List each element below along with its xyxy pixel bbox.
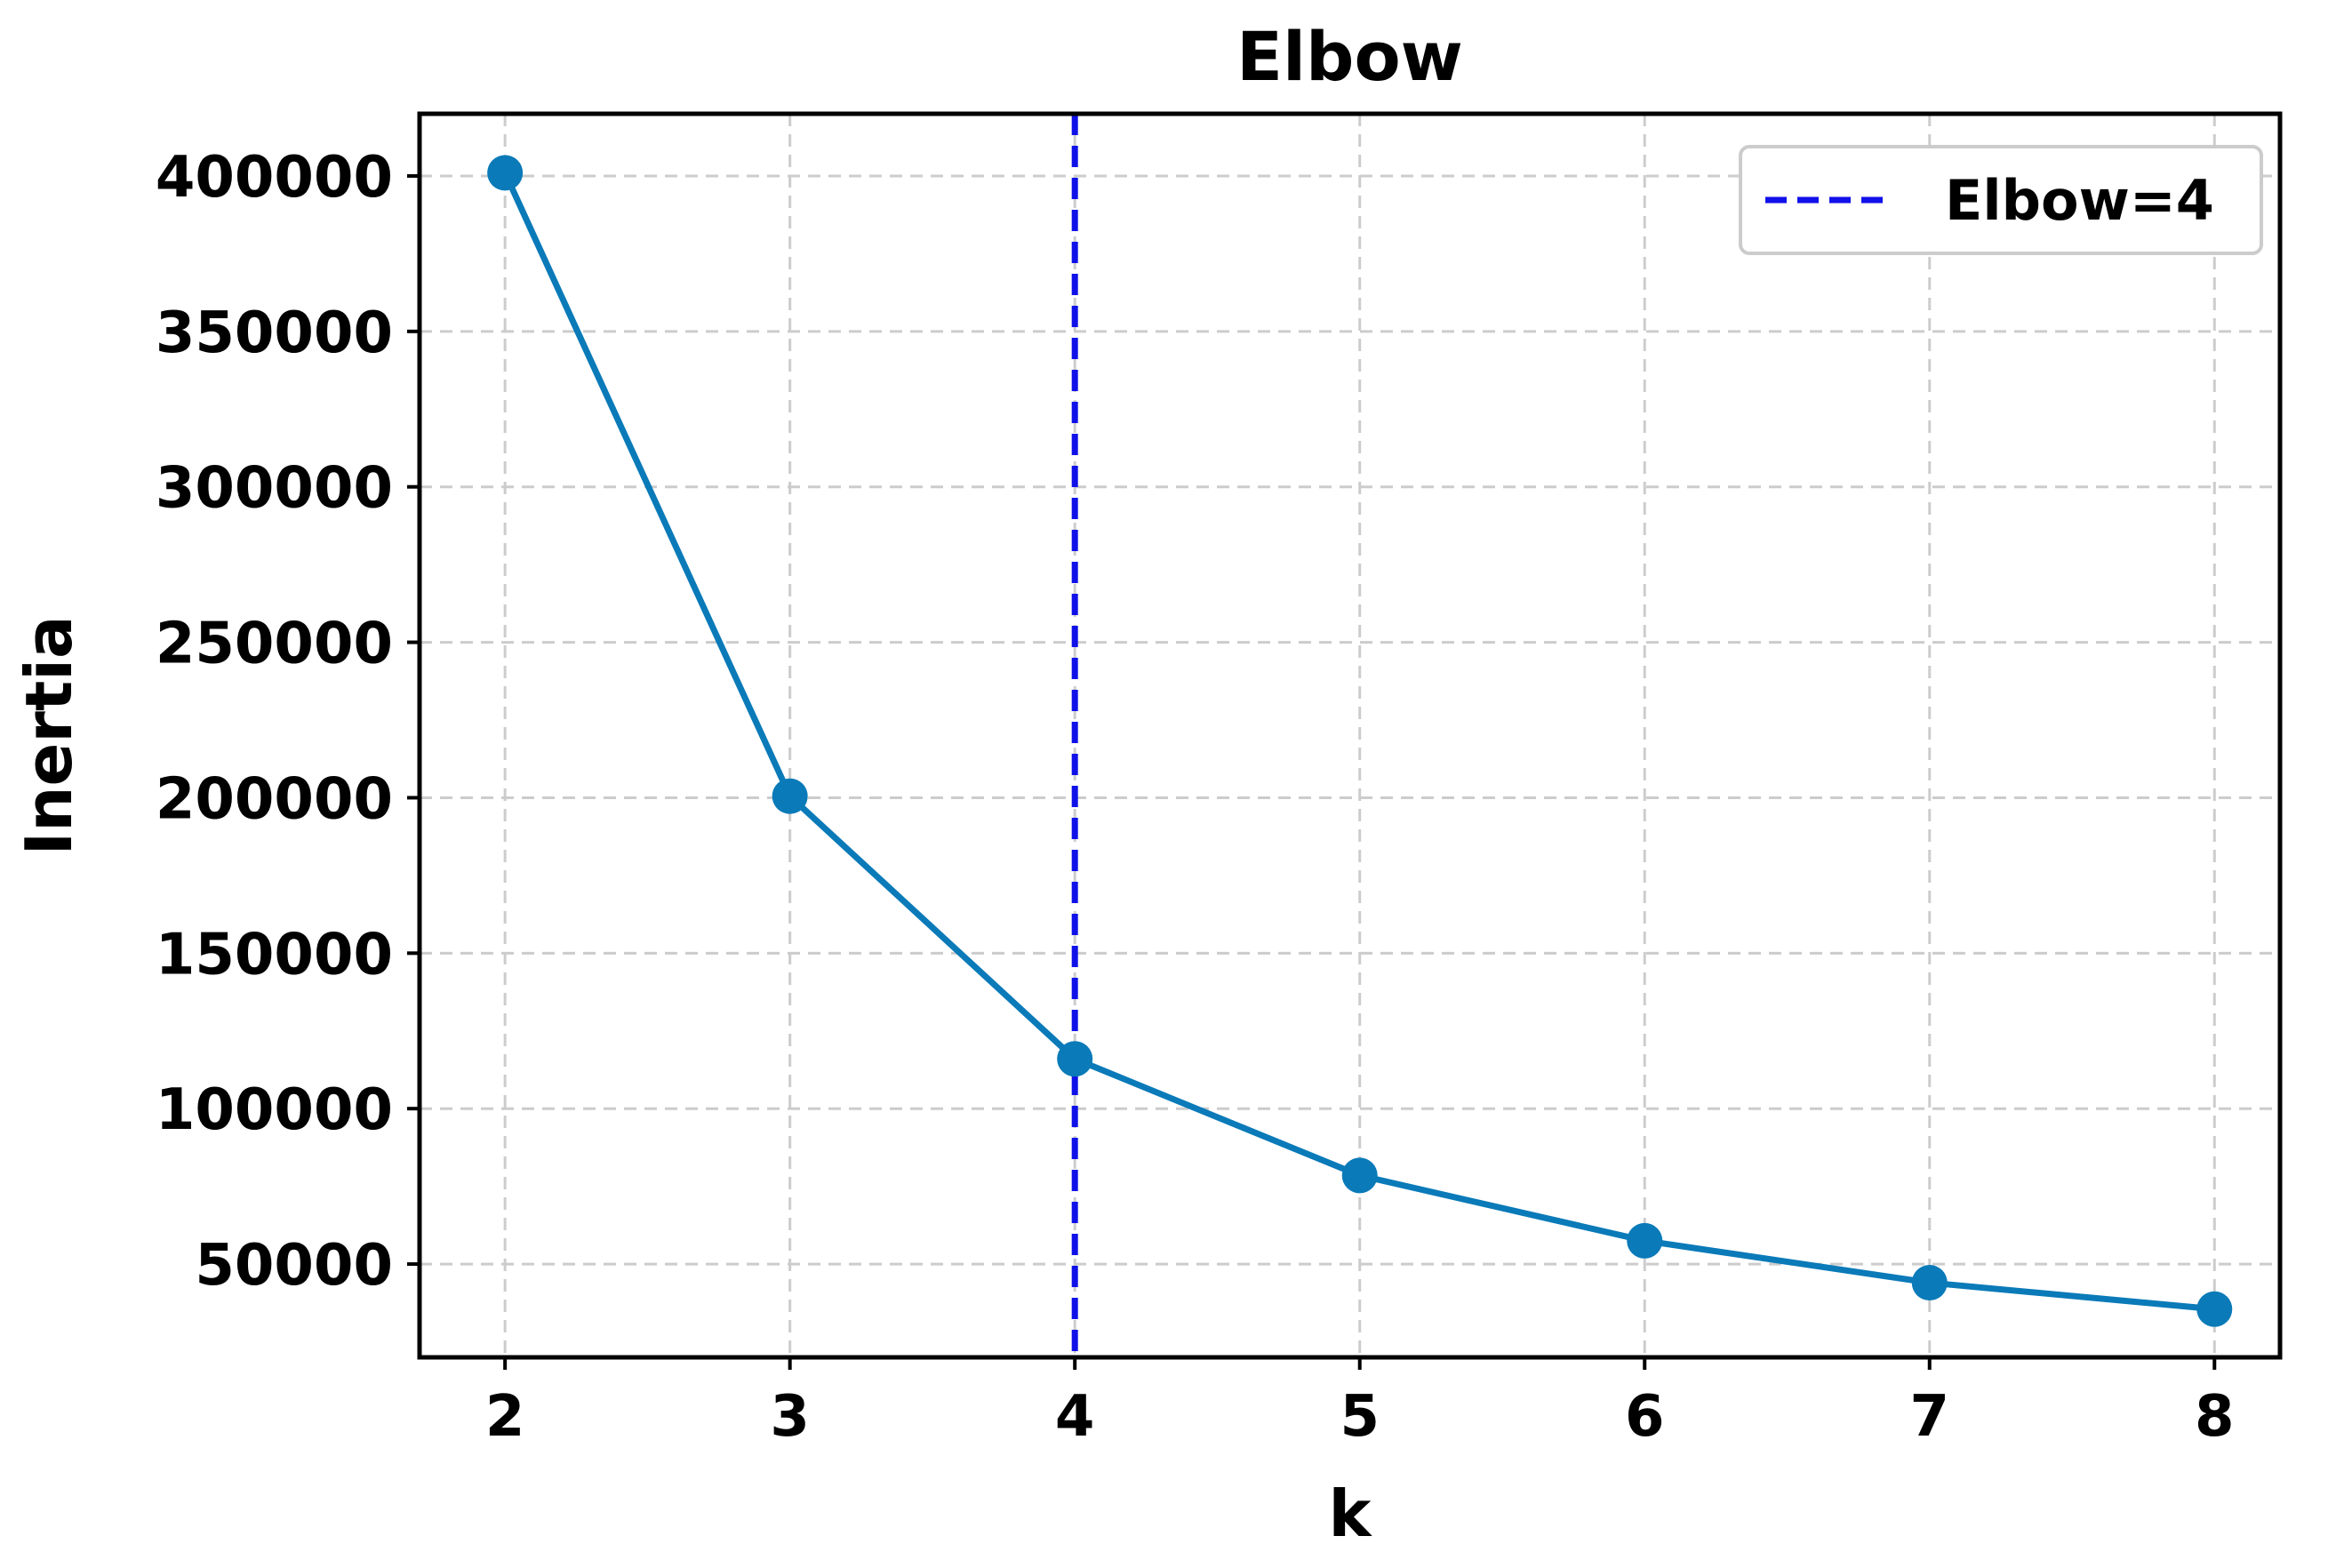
x-tick-label: 2 <box>485 1384 525 1450</box>
data-point <box>772 778 808 814</box>
y-axis-label: Inertia <box>12 615 86 855</box>
x-axis-label: k <box>1329 1476 1373 1551</box>
series-layer <box>487 155 2233 1327</box>
y-tick-label: 300000 <box>156 456 393 522</box>
data-point <box>1627 1222 1663 1259</box>
plot-frame <box>417 111 2283 1360</box>
x-tick-label: 4 <box>1055 1384 1095 1450</box>
x-tick-label: 3 <box>770 1384 810 1450</box>
legend-label: Elbow=4 <box>1945 168 2214 233</box>
grid-layer <box>420 114 2280 1357</box>
data-point <box>1341 1157 1378 1194</box>
legend: Elbow=4 <box>1739 145 2263 255</box>
legend-box <box>1739 145 2263 255</box>
data-point <box>1911 1265 1948 1301</box>
y-tick-label: 150000 <box>156 922 393 988</box>
x-tick-label: 5 <box>1340 1384 1380 1450</box>
tick-layer: 2 3 4 5 6 7 8 50000 100000 150000 200000 250000 3000… <box>156 145 2235 1450</box>
data-point <box>1057 1041 1093 1077</box>
y-tick-label: 100000 <box>156 1077 393 1143</box>
y-tick-label: 50000 <box>195 1233 393 1299</box>
data-point <box>487 155 524 191</box>
chart-title: Elbow <box>1236 17 1463 96</box>
y-tick-label: 250000 <box>156 612 393 677</box>
data-point <box>2196 1291 2233 1327</box>
y-tick-label: 200000 <box>156 766 393 832</box>
x-tick-label: 8 <box>2195 1384 2235 1450</box>
x-tick-label: 6 <box>1625 1384 1665 1450</box>
y-tick-label: 350000 <box>156 300 393 366</box>
y-tick-label: 400000 <box>156 145 393 211</box>
x-tick-label: 7 <box>1909 1384 1949 1450</box>
